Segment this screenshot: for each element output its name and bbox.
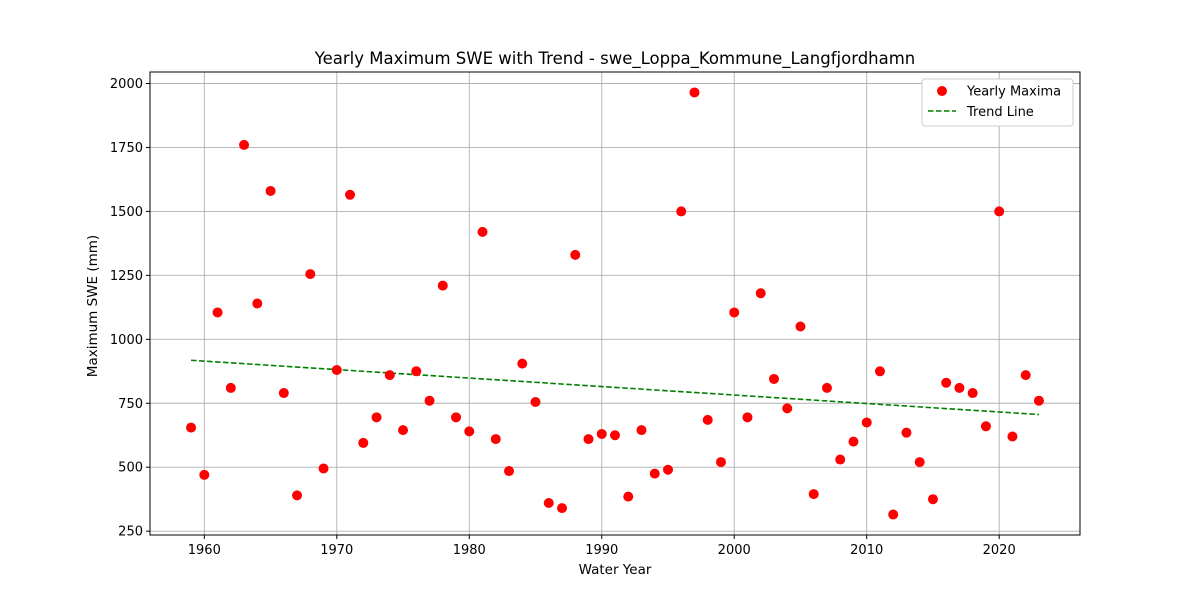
data-point	[583, 434, 594, 445]
data-point	[768, 373, 779, 384]
y-tick-label: 500	[118, 461, 143, 476]
legend: Yearly Maxima Trend Line	[921, 78, 1074, 127]
data-point	[570, 249, 581, 260]
data-point	[888, 509, 899, 520]
y-tick-label: 1000	[110, 333, 143, 348]
data-point	[755, 288, 766, 299]
chart-title: Yearly Maximum SWE with Trend - swe_Lopp…	[314, 49, 916, 69]
x-tick-label: 1990	[585, 543, 618, 558]
data-point	[636, 425, 647, 436]
x-tick-label: 1970	[320, 543, 353, 558]
data-point	[874, 366, 885, 377]
data-point	[689, 87, 700, 98]
data-point	[437, 280, 448, 291]
legend-marker-yearly-maxima	[937, 86, 947, 96]
x-tick-label: 2000	[718, 543, 751, 558]
data-point	[517, 358, 528, 369]
data-point	[199, 469, 210, 480]
data-point	[821, 382, 832, 393]
data-point	[1020, 370, 1031, 381]
data-point	[729, 307, 740, 318]
data-point	[331, 365, 342, 376]
x-tick-label: 2010	[850, 543, 883, 558]
data-point	[451, 412, 462, 423]
data-point	[808, 489, 819, 500]
plot-frame	[149, 71, 1081, 536]
data-point	[557, 503, 568, 514]
data-point	[278, 388, 289, 399]
legend-box	[921, 78, 1074, 127]
data-point	[345, 189, 356, 200]
data-point	[782, 403, 793, 414]
y-tick-label: 1250	[110, 269, 143, 284]
data-point	[543, 498, 554, 509]
data-point	[927, 494, 938, 505]
data-point	[358, 437, 369, 448]
data-point	[292, 490, 303, 501]
data-point	[715, 457, 726, 468]
data-point	[225, 382, 236, 393]
data-point	[490, 434, 501, 445]
data-point	[623, 491, 634, 502]
y-tick-label: 750	[118, 397, 143, 412]
y-tick-label: 1750	[110, 141, 143, 156]
data-point	[848, 436, 859, 447]
data-point	[398, 425, 409, 436]
data-point	[835, 454, 846, 465]
data-point	[265, 185, 276, 196]
data-point	[371, 412, 382, 423]
data-point	[186, 422, 197, 433]
data-point	[676, 206, 687, 217]
data-point	[610, 430, 620, 441]
y-tick-label: 1500	[110, 205, 143, 220]
data-point	[662, 464, 673, 475]
data-point	[994, 206, 1005, 217]
data-point	[1007, 431, 1018, 442]
data-point	[742, 412, 753, 423]
data-point	[702, 414, 713, 425]
data-point	[861, 417, 872, 428]
data-point	[530, 396, 541, 407]
data-point	[914, 457, 925, 468]
trend-line	[191, 359, 1039, 416]
data-point	[967, 388, 978, 399]
data-point	[212, 307, 223, 318]
data-point	[411, 366, 422, 377]
data-point	[980, 421, 991, 432]
y-tick-label: 250	[118, 525, 143, 540]
data-point	[795, 321, 806, 332]
data-point	[941, 377, 952, 388]
legend-label-yearly-maxima: Yearly Maxima	[966, 85, 1061, 100]
data-point	[649, 468, 660, 479]
data-point	[954, 382, 965, 393]
data-point	[1033, 395, 1044, 406]
data-point	[318, 463, 329, 474]
x-tick-label: 1980	[453, 543, 486, 558]
y-tick-label: 2000	[110, 77, 143, 92]
x-tick-label: 2020	[983, 543, 1016, 558]
x-axis-label: Water Year	[579, 562, 652, 578]
data-point	[596, 428, 607, 439]
data-point	[464, 426, 475, 437]
data-point	[477, 226, 488, 237]
y-axis-label: Maximum SWE (mm)	[85, 235, 101, 377]
data-point	[239, 139, 250, 150]
data-point	[424, 395, 435, 406]
x-tick-label: 1960	[188, 543, 221, 558]
legend-label-trend-line: Trend Line	[966, 105, 1034, 120]
data-point	[252, 298, 263, 309]
data-point	[305, 269, 316, 280]
data-point	[384, 370, 395, 381]
data-point	[901, 427, 912, 438]
data-point	[504, 466, 515, 477]
